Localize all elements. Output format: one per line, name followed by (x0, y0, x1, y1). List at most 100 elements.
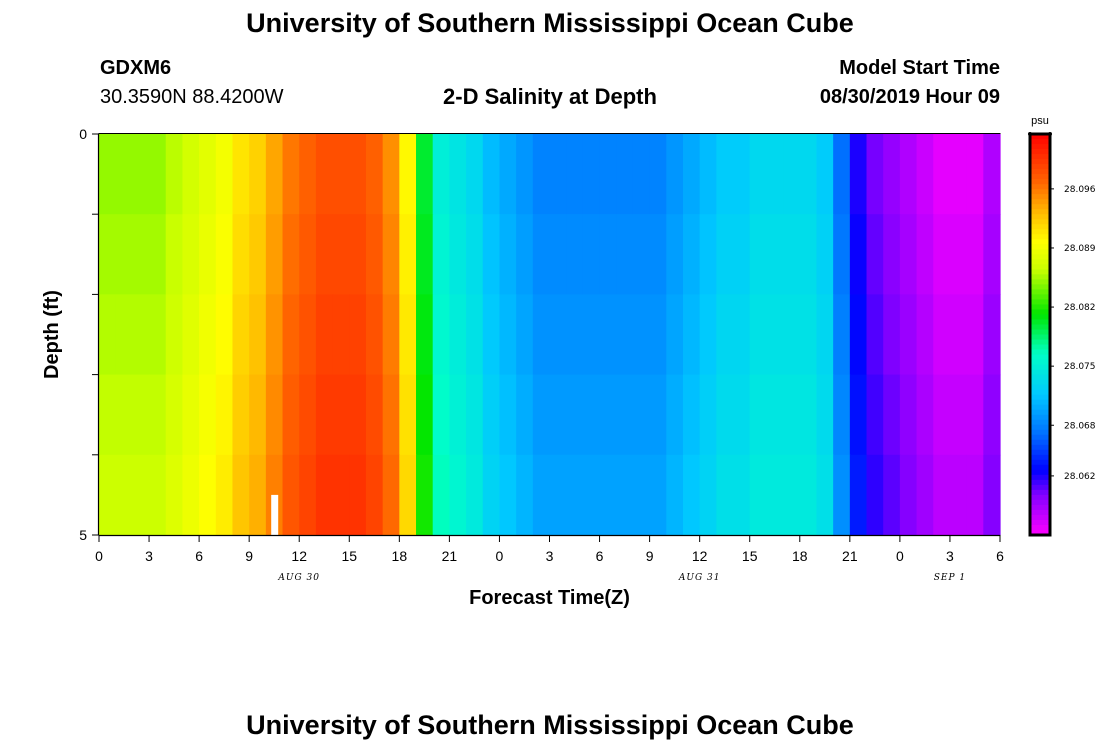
colorbar-segment (1030, 134, 1050, 140)
heatmap-cell (466, 374, 484, 456)
heatmap-cell (182, 454, 200, 536)
colorbar-segment (1030, 284, 1050, 290)
heatmap-cell (666, 134, 684, 215)
heatmap-cell (232, 294, 250, 376)
heatmap-cell (516, 214, 534, 295)
heatmap-cell (516, 374, 534, 456)
heatmap-cell (532, 134, 551, 215)
colorbar-segment (1030, 209, 1050, 215)
heatmap-cell (265, 374, 284, 456)
heatmap-cell (783, 214, 801, 295)
colorbar-segment (1030, 294, 1050, 301)
heatmap-cell (899, 294, 918, 376)
heatmap-cell (399, 374, 417, 456)
heatmap-cell (933, 454, 951, 536)
heatmap-cell (149, 454, 167, 536)
heatmap-cell (382, 454, 400, 536)
heatmap-cell (499, 374, 517, 456)
heatmap-cell (783, 134, 801, 215)
colorbar-segment (1030, 479, 1050, 486)
heatmap-cell (733, 294, 751, 376)
heatmap-cell (616, 294, 634, 376)
x-axis-label: Forecast Time(Z) (469, 587, 630, 609)
heatmap-cell (949, 294, 968, 376)
colorbar-segment (1030, 309, 1050, 316)
heatmap-cell (733, 454, 751, 536)
x-tick-label: 12 (291, 548, 307, 564)
heatmap-cell (165, 134, 184, 215)
x-tick-label: 21 (442, 548, 458, 564)
heatmap-cell (215, 374, 234, 456)
colorbar-segment (1030, 169, 1050, 175)
colorbar-segment (1030, 504, 1050, 511)
heatmap-cell (432, 214, 450, 295)
heatmap-cell (649, 294, 667, 376)
colorbar-segment (1030, 184, 1050, 190)
heatmap-cell (749, 214, 768, 295)
heatmap-cell (516, 294, 534, 376)
heatmap-cell (632, 134, 651, 215)
colorbar-segment (1030, 374, 1050, 381)
heatmap-cell (666, 214, 684, 295)
heatmap-cell (115, 294, 133, 376)
heatmap-cell (315, 294, 334, 376)
heatmap-cell (182, 214, 200, 295)
heatmap-cell (399, 454, 417, 536)
heatmap-cell (115, 134, 133, 215)
heatmap-cell (99, 294, 117, 376)
heatmap-cell (933, 294, 951, 376)
heatmap-cell (699, 134, 717, 215)
colorbar-segment (1030, 389, 1050, 396)
colorbar-segment (1030, 329, 1050, 336)
heatmap-cell (282, 214, 300, 295)
plot-title: 2-D Salinity at Depth (443, 84, 657, 109)
heatmap-cell (799, 134, 818, 215)
heatmap-cell (132, 454, 150, 536)
heatmap-cell (666, 294, 684, 376)
heatmap-cell (215, 294, 234, 376)
heatmap-cell (466, 454, 484, 536)
heatmap-cell (265, 214, 284, 295)
heatmap-cell (916, 134, 934, 215)
heatmap-cell (299, 454, 317, 536)
heatmap-cell (866, 454, 884, 536)
colorbar-segment (1030, 274, 1050, 280)
colorbar (1028, 132, 1052, 537)
colorbar-segment (1030, 414, 1050, 421)
heatmap-cell (599, 214, 617, 295)
heatmap-cell (599, 374, 617, 456)
heatmap-cell (516, 134, 534, 215)
heatmap-cell (165, 374, 184, 456)
heatmap-cell (699, 214, 717, 295)
heatmap-cell (499, 214, 517, 295)
colorbar-segment (1030, 359, 1050, 366)
heatmap-cell (983, 294, 1001, 376)
heatmap-cell (449, 294, 467, 376)
heatmap-cell (966, 374, 984, 456)
heatmap-cell (666, 374, 684, 456)
colorbar-segment (1030, 499, 1050, 506)
heatmap-cell (132, 374, 150, 456)
x-tick-label: 18 (792, 548, 808, 564)
heatmap-cell (632, 214, 651, 295)
colorbar-segment (1030, 464, 1050, 471)
heatmap-cell (582, 294, 601, 376)
colorbar-segment (1030, 154, 1050, 160)
heatmap-cell (99, 454, 117, 536)
heatmap-cell (933, 134, 951, 215)
colorbar-segment (1030, 524, 1050, 531)
heatmap-cell (249, 134, 267, 215)
colorbar-segment (1030, 239, 1050, 245)
heatmap-cell (132, 214, 150, 295)
colorbar-segment (1030, 149, 1050, 155)
heatmap-cell (766, 134, 784, 215)
station-coordinates: 30.3590N 88.4200W (100, 86, 284, 108)
heatmap-cell (115, 374, 133, 456)
heatmap-cell (432, 294, 450, 376)
colorbar-segment (1030, 429, 1050, 436)
heatmap-cell (649, 374, 667, 456)
heatmap-cell (716, 294, 734, 376)
heatmap-cell (816, 134, 834, 215)
heatmap-cell (332, 214, 350, 295)
heatmap-cell (432, 134, 450, 215)
